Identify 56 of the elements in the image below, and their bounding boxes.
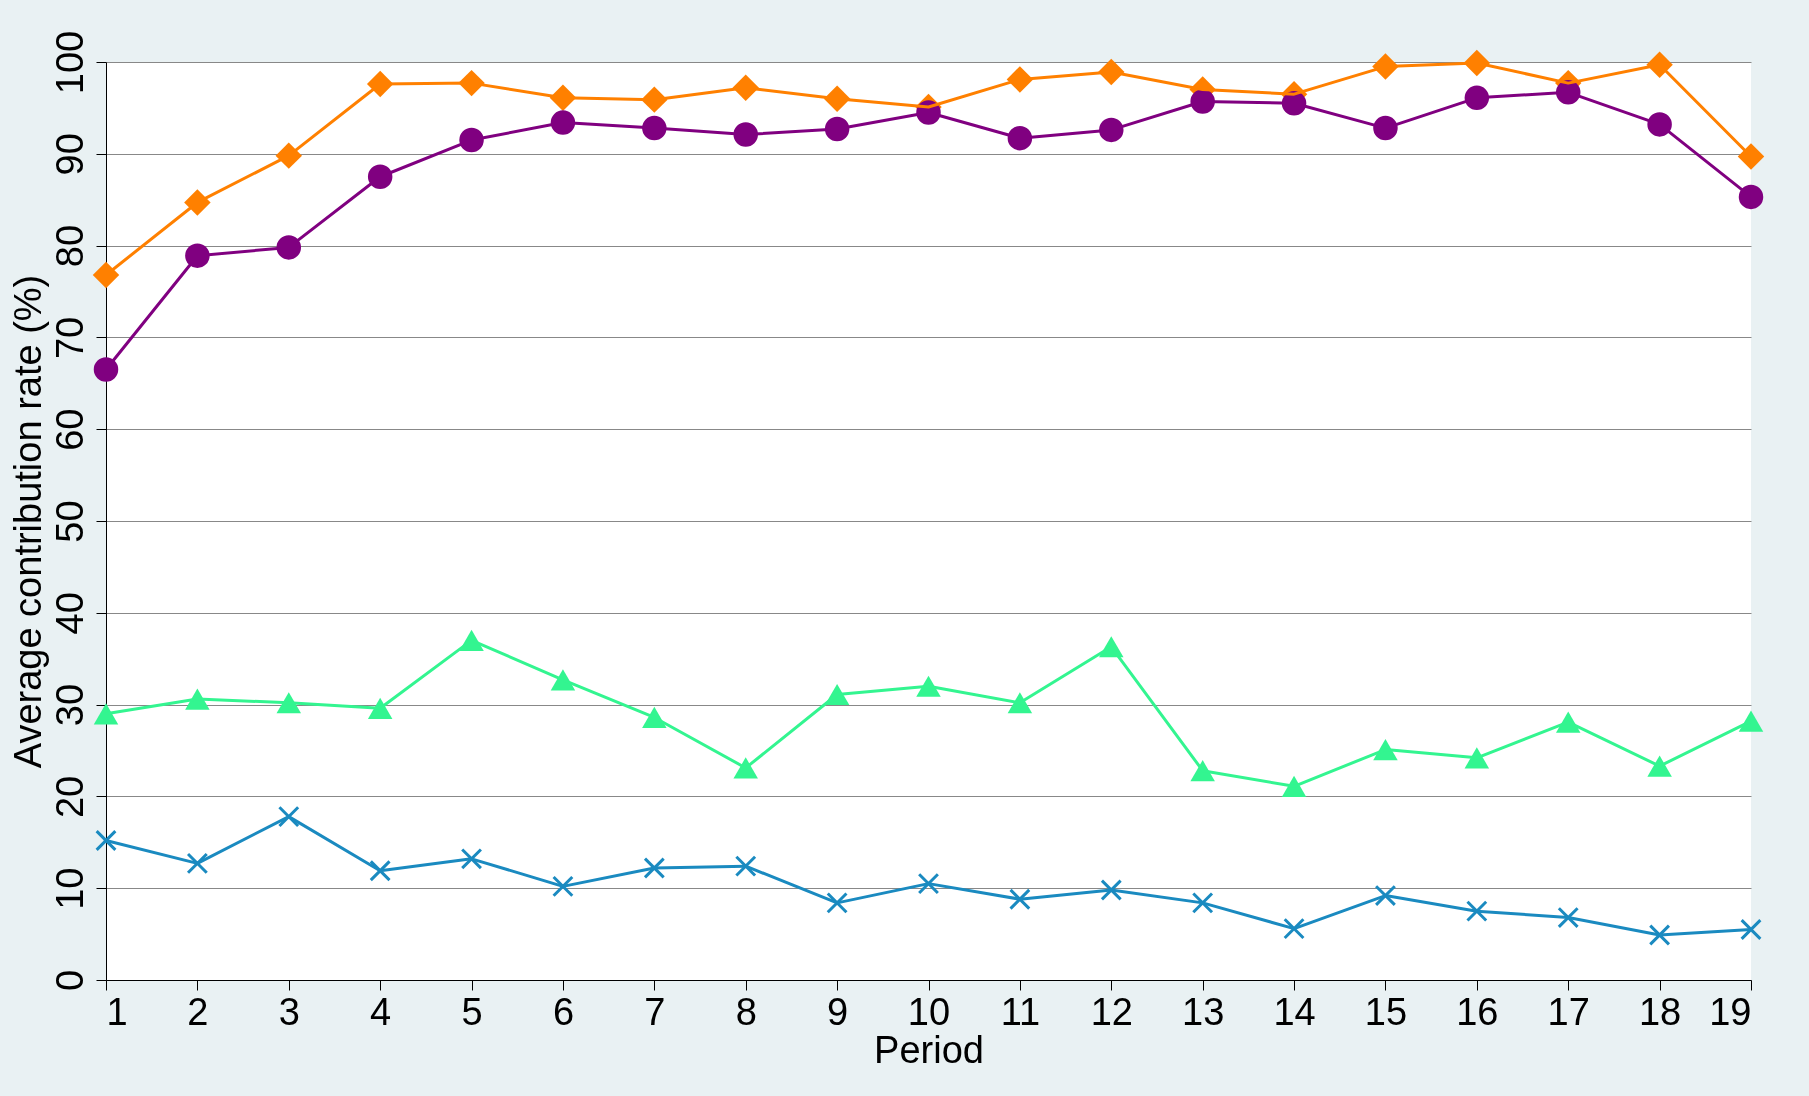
point (1648, 924, 1671, 946)
y-tick-label: 90 (48, 133, 91, 176)
y-tick-label: 40 (48, 592, 91, 635)
y-tick-label: 60 (48, 408, 91, 451)
y-tick-label: 10 (48, 867, 91, 910)
point (369, 859, 392, 882)
point (93, 703, 119, 725)
y-tick-label: 100 (48, 30, 91, 95)
point (1465, 900, 1488, 922)
y-tick-label: 50 (48, 500, 91, 543)
point (93, 357, 119, 382)
x-tick-label: 17 (1547, 990, 1590, 1033)
point (1100, 879, 1123, 901)
x-tick-label: 11 (1000, 990, 1041, 1033)
point (1738, 184, 1764, 210)
point (1191, 892, 1214, 914)
point (1283, 917, 1305, 940)
point (1738, 710, 1764, 732)
point (552, 875, 574, 898)
point (1009, 888, 1031, 911)
x-tick-label: 7 (644, 990, 666, 1033)
x-tick-label: 4 (370, 990, 392, 1033)
x-tick-label: 19 (1709, 990, 1752, 1033)
point (186, 852, 209, 875)
point (734, 855, 757, 878)
point (92, 261, 120, 289)
point (917, 872, 940, 895)
point (1374, 884, 1397, 907)
x-tick-label: 5 (461, 990, 483, 1033)
point (277, 805, 300, 828)
point (826, 892, 848, 914)
x-tick-label: 14 (1273, 990, 1316, 1033)
point (733, 757, 758, 779)
y-tick-label: 80 (48, 224, 91, 268)
x-tick-label: 8 (735, 990, 757, 1033)
x-tick-label: 9 (827, 990, 849, 1033)
x-tick-label: 16 (1456, 990, 1499, 1033)
x-tick-label: 18 (1638, 990, 1682, 1033)
point (1740, 918, 1762, 941)
x-tick-label: 3 (278, 990, 300, 1033)
y-tick-label: 70 (48, 316, 91, 360)
point (1647, 755, 1672, 777)
y-axis-title: Average contribution rate (%) (6, 274, 49, 769)
point (460, 847, 483, 870)
x-tick-label: 2 (187, 990, 209, 1033)
x-tick-label: 13 (1182, 990, 1225, 1033)
point (1557, 906, 1580, 929)
x-tick-label: 6 (552, 990, 575, 1033)
x-tick-label: 12 (1090, 990, 1133, 1033)
x-tick-label: 1 (106, 990, 128, 1033)
point (95, 829, 117, 852)
y-tick-label: 0 (48, 969, 91, 992)
y-tick-label: 30 (48, 683, 91, 727)
y-tick-label: 20 (48, 775, 91, 819)
x-tick-label: 15 (1364, 990, 1408, 1033)
point (643, 857, 666, 879)
